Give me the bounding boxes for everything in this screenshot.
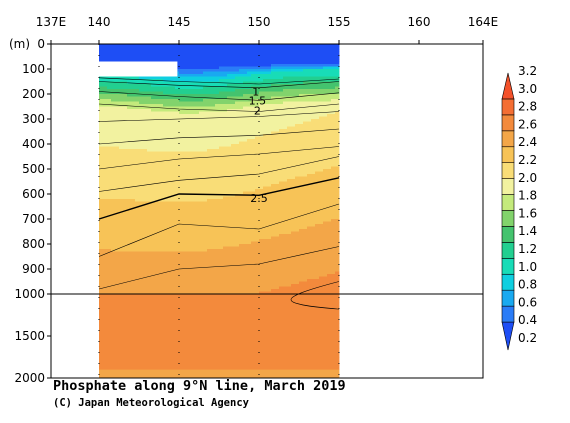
colorbar-label: 3.2 [518,64,537,78]
no-data-patch [99,61,178,77]
colorbar-label: 2.0 [518,171,537,185]
contour-line-major [98,177,340,220]
y-tick-label: 700 [22,212,45,226]
colorbar-label: 0.4 [518,313,537,327]
colorbar-swatch [501,305,515,323]
y-tick-label: 2000 [14,371,45,385]
contour-label: 2 [254,104,261,117]
y-unit-label: (m) [9,37,30,51]
colorbar-label: 1.4 [518,224,537,238]
contour-line [98,128,340,145]
colorbar-label: 2.4 [518,135,537,149]
contour-line [98,77,340,85]
contour-line [98,91,340,101]
colorbar-label: 1.6 [518,206,537,220]
y-tick-label: 400 [22,137,45,151]
colorbar: 0.2 0.4 0.6 0.8 1.0 1.2 1.4 1.6 1.8 2.0 2.2 2.4 2.6 2… [501,64,537,351]
colorbar-swatch [501,130,515,148]
colorbar-swatch [501,289,515,307]
y-axis: 0 100 200 300 400 500 600 700 800 900 1000 1500 2000 [14,37,51,385]
contour-line [98,111,340,122]
colorbar-swatch [501,226,515,243]
y-tick-label: 200 [22,87,45,101]
colorbar-cap-top [501,72,515,100]
x-tick-label: 145 [168,15,191,29]
colorbar-label: 2.2 [518,153,537,167]
x-tick-label: 160 [408,15,431,29]
contour-line [98,156,340,192]
colorbar-swatch [501,273,515,291]
colorbar-swatch [501,194,515,211]
x-tick-label: 140 [88,15,111,29]
y-tick-label: 800 [22,237,45,251]
y-tick-label: 100 [22,62,45,76]
x-tick-label: 164E [468,15,499,29]
colorbar-label: 1.2 [518,242,537,256]
x-tick-label: 150 [248,15,271,29]
colorbar-swatch [501,242,515,259]
colorbar-label: 3.0 [518,82,537,96]
colorbar-label: 0.6 [518,295,537,309]
colorbar-label: 1.0 [518,260,537,274]
contour-line [98,146,340,170]
colorbar-swatch [501,162,515,179]
colorbar-cap-bottom [501,321,515,351]
y-tick-label: 900 [22,262,45,276]
y-tick-label: 1000 [14,287,45,301]
colorbar-label: 2.8 [518,100,537,114]
chart-credit: (C) Japan Meteorological Agency [53,397,249,409]
contour-line [98,103,340,112]
y-tick-label: 0 [37,37,45,51]
contour-line-deep [290,281,340,310]
colorbar-swatch [501,146,515,163]
section-field [99,44,340,379]
colorbar-label: 0.8 [518,278,537,292]
x-tick-label: 155 [328,15,351,29]
y-tick-label: 600 [22,187,45,201]
colorbar-swatch [501,98,515,116]
y-tick-label: 1500 [14,329,45,343]
chart-title: Phosphate along 9°N line, March 2019 [53,378,346,394]
colorbar-swatch [501,258,515,275]
contour-lines [98,77,340,310]
contour-line [98,203,340,257]
colorbar-swatch [501,210,515,227]
colorbar-swatch [501,114,515,132]
colorbar-swatch [501,178,515,195]
y-tick-label: 300 [22,112,45,126]
colorbar-label: 2.6 [518,117,537,131]
contour-line [98,246,340,290]
colorbar-label: 1.8 [518,189,537,203]
plot-frame [50,43,484,379]
y-tick-label: 500 [22,162,45,176]
x-tick-label: 137E [36,15,67,29]
contour-label: 1 [252,86,259,99]
contour-label: 1.5 [249,94,267,107]
contour-line [98,81,340,89]
colorbar-label: 0.2 [518,331,537,345]
